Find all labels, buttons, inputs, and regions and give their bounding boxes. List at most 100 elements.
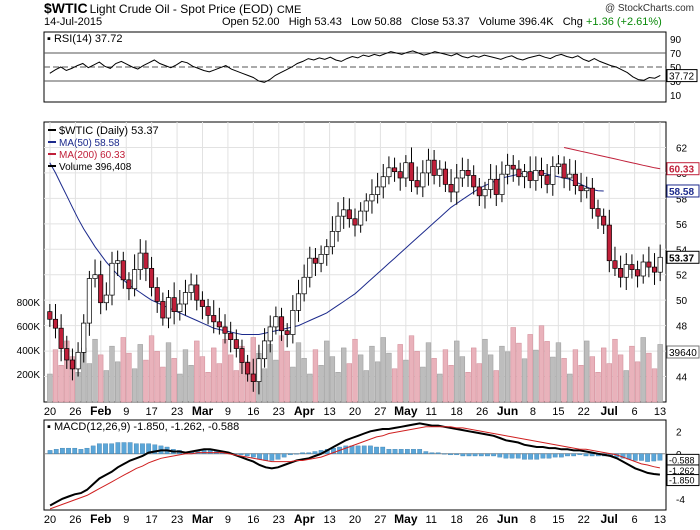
- x-tick-label: Feb: [90, 404, 111, 418]
- volume-bar: [369, 345, 375, 403]
- volume-bar: [109, 345, 115, 403]
- candle-body: [510, 164, 516, 170]
- candle-body: [623, 264, 629, 278]
- macd-histogram-bar: [460, 453, 466, 457]
- volume-bar: [601, 347, 607, 403]
- candle-body: [572, 173, 578, 186]
- volume-bar: [397, 344, 403, 403]
- volume-bar: [561, 358, 567, 403]
- macd-histogram-bar: [528, 453, 533, 460]
- x-tick-label: 26: [476, 406, 488, 418]
- candle-body: [414, 180, 420, 188]
- candle-body: [561, 163, 567, 179]
- volume-bar: [567, 373, 573, 403]
- macd-histogram-bar: [651, 453, 657, 462]
- candle-body: [92, 274, 98, 279]
- volume-bar: [52, 349, 59, 403]
- candle-body: [109, 262, 115, 296]
- candle-body: [567, 173, 573, 179]
- candle-body: [245, 362, 251, 375]
- ma200-value-tag-text: 60.33: [669, 165, 694, 176]
- candle-body: [160, 301, 166, 319]
- candle-body: [98, 274, 104, 304]
- candle-body: [149, 268, 155, 288]
- x-tick-label-bottom: 15: [552, 514, 564, 526]
- candle-body: [290, 310, 296, 335]
- macd-histogram-bar: [294, 453, 299, 455]
- volume-bar: [459, 356, 466, 403]
- candle-body: [318, 254, 324, 264]
- volume-bar: [341, 347, 347, 403]
- macd-histogram-bar: [497, 453, 503, 458]
- volume-bar: [358, 354, 364, 403]
- x-tick-label-bottom: Jul: [600, 512, 617, 526]
- macd-histogram-bar: [417, 449, 423, 454]
- candle-body: [431, 159, 437, 176]
- volume-bar: [284, 351, 290, 403]
- x-tick-label-bottom: May: [394, 512, 418, 526]
- volume-bar: [550, 356, 556, 403]
- candle-body: [584, 187, 590, 192]
- price-value-tag-text: 53.37: [669, 253, 694, 264]
- macd-histogram-bar: [472, 453, 478, 457]
- candle-body: [267, 326, 273, 342]
- macd-histogram-bar: [405, 449, 410, 454]
- macd-histogram-bar: [269, 453, 275, 461]
- x-tick-label: 15: [552, 406, 564, 418]
- volume-bar: [165, 342, 172, 403]
- candle-body: [115, 260, 121, 264]
- x-tick-label: 17: [146, 406, 158, 418]
- volume-bar: [86, 363, 93, 403]
- volume-bar: [182, 349, 189, 403]
- candle-body: [86, 278, 92, 324]
- x-tick-label: 6: [632, 406, 638, 418]
- volume-bar: [205, 372, 211, 403]
- candle-body: [182, 292, 189, 305]
- macd-histogram-bar: [275, 453, 281, 460]
- volume-bar: [527, 334, 533, 403]
- candle-body: [358, 210, 364, 226]
- volume-tick-label: 600K: [17, 322, 41, 333]
- macd-histogram-bar: [454, 453, 459, 456]
- macd-histogram-bar: [411, 449, 416, 454]
- exchange: CME: [276, 4, 302, 16]
- x-tick-label: 13: [654, 406, 666, 418]
- candle-body: [75, 352, 81, 370]
- volume-bar: [634, 361, 641, 403]
- macd-histogram-bar: [435, 452, 441, 454]
- volume-bar: [516, 342, 522, 403]
- macd-histogram-bar: [207, 450, 213, 454]
- candle-body: [555, 163, 561, 167]
- macd-histogram-bar: [571, 453, 577, 457]
- macd-histogram-bar: [380, 446, 386, 454]
- rsi-line: [49, 50, 661, 83]
- volume-bar: [617, 354, 624, 403]
- volume-bar: [533, 349, 539, 403]
- macd-histogram-bar: [491, 453, 496, 457]
- macd-histogram-bar: [66, 447, 71, 454]
- volume-bar: [290, 366, 296, 403]
- candle-body: [199, 299, 205, 307]
- macd-histogram-bar: [306, 452, 312, 454]
- x-tick-label-bottom: Jun: [497, 512, 518, 526]
- volume-bar: [211, 347, 217, 403]
- macd-tick-label: 2: [676, 427, 682, 438]
- x-tick-label-bottom: 26: [476, 514, 488, 526]
- macd-histogram-bar: [127, 442, 133, 454]
- candle-body: [335, 215, 341, 232]
- candle-body: [262, 340, 268, 360]
- macd-histogram-bar: [441, 453, 447, 455]
- macd-histogram-bar: [343, 445, 349, 454]
- volume-bar: [143, 359, 149, 403]
- candle-body: [392, 167, 398, 172]
- x-tick-label-bottom: Feb: [90, 512, 111, 526]
- macd-value-tag: [666, 474, 700, 487]
- volume-bar: [216, 363, 223, 403]
- candle-body: [527, 171, 533, 181]
- volume-bar: [499, 345, 505, 403]
- x-tick-label: 18: [451, 406, 463, 418]
- volume-bar: [391, 368, 398, 403]
- chart-header: $WTIC Light Crude Oil - Spot Price (EOD) …: [0, 0, 700, 32]
- candle-body: [211, 315, 217, 323]
